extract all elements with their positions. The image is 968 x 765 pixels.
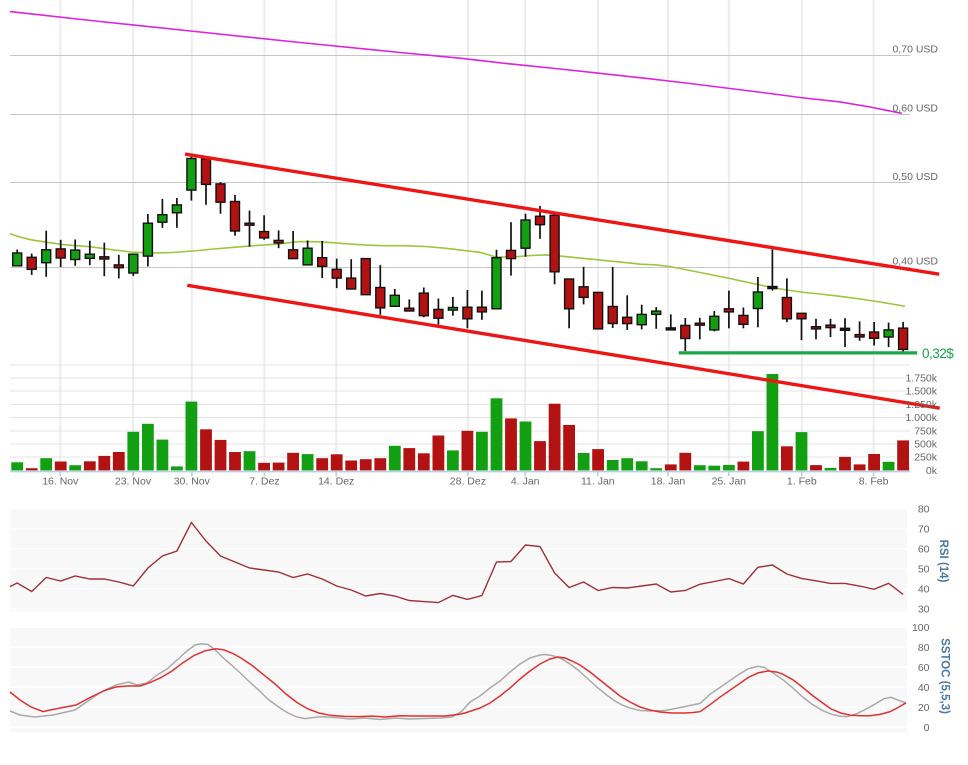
svg-text:0,50 USD: 0,50 USD	[892, 171, 938, 183]
svg-text:80: 80	[918, 504, 930, 516]
svg-text:50: 50	[918, 564, 930, 576]
svg-text:18. Jan: 18. Jan	[651, 476, 686, 488]
svg-text:1.500k: 1.500k	[905, 386, 937, 398]
svg-text:1. Feb: 1. Feb	[787, 476, 817, 488]
svg-text:250k: 250k	[914, 452, 938, 464]
svg-text:100: 100	[912, 622, 930, 634]
svg-text:1.750k: 1.750k	[905, 373, 937, 385]
svg-text:4. Jan: 4. Jan	[511, 476, 540, 488]
svg-text:SSTOC (5,5,3): SSTOC (5,5,3)	[938, 638, 950, 714]
svg-text:60: 60	[918, 662, 930, 674]
svg-text:11. Jan: 11. Jan	[581, 476, 615, 488]
svg-text:40: 40	[918, 682, 930, 694]
svg-text:25. Jan: 25. Jan	[712, 476, 747, 488]
svg-text:30: 30	[918, 604, 930, 616]
svg-text:20: 20	[918, 702, 930, 714]
svg-text:70: 70	[918, 524, 930, 536]
svg-text:30. Nov: 30. Nov	[174, 476, 211, 488]
svg-text:750k: 750k	[914, 425, 938, 437]
svg-text:16. Nov: 16. Nov	[42, 476, 79, 488]
svg-text:8. Feb: 8. Feb	[859, 476, 889, 488]
svg-text:14. Dez: 14. Dez	[318, 476, 354, 488]
svg-text:500k: 500k	[914, 439, 938, 451]
svg-text:23. Nov: 23. Nov	[115, 476, 152, 488]
svg-text:0: 0	[924, 722, 930, 734]
svg-text:40: 40	[918, 584, 930, 596]
svg-text:28. Dez: 28. Dez	[450, 476, 486, 488]
svg-text:RSI (14): RSI (14)	[937, 540, 949, 583]
svg-text:0,60 USD: 0,60 USD	[892, 102, 938, 114]
svg-text:0,32$: 0,32$	[922, 346, 954, 361]
svg-text:1.000k: 1.000k	[905, 412, 937, 424]
svg-text:7. Dez: 7. Dez	[249, 476, 279, 488]
svg-text:1.250k: 1.250k	[905, 399, 937, 411]
svg-text:60: 60	[918, 544, 930, 556]
svg-text:0,40 USD: 0,40 USD	[892, 256, 938, 268]
svg-text:80: 80	[918, 642, 930, 654]
svg-text:0,70 USD: 0,70 USD	[892, 44, 938, 56]
svg-text:0k: 0k	[926, 465, 938, 477]
